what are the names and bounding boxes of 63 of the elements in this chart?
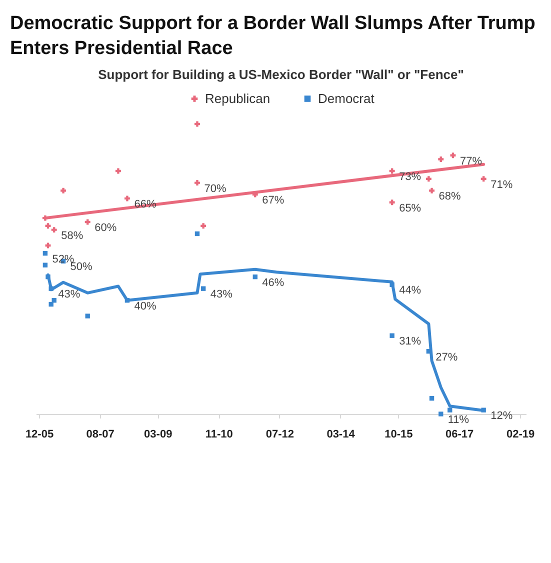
point <box>194 180 200 186</box>
point <box>390 282 394 288</box>
data-label: 50% <box>70 262 93 274</box>
point <box>194 232 200 236</box>
point <box>480 176 486 182</box>
point <box>429 396 434 402</box>
point <box>481 408 486 413</box>
point <box>42 216 48 222</box>
data-label: 44% <box>399 285 422 298</box>
data-label: 58% <box>61 230 84 242</box>
point <box>429 188 435 194</box>
point <box>390 334 394 338</box>
data-label: 43% <box>58 288 80 301</box>
point <box>252 274 258 280</box>
data-label: 43% <box>210 288 233 301</box>
data-label: 31% <box>399 336 422 348</box>
point <box>124 196 130 202</box>
point <box>52 298 56 304</box>
point <box>450 152 456 158</box>
point <box>42 263 48 268</box>
data-label: 65% <box>399 202 422 215</box>
data-label: 40% <box>134 300 156 313</box>
point <box>194 122 200 128</box>
chart-title: Democratic Support for a Border Wall Slumps After Trump Enters Presidential Race <box>9 12 536 61</box>
point <box>200 286 206 292</box>
data-label: 68% <box>438 190 462 203</box>
legend-label: Republican <box>205 91 270 106</box>
x-tick-label: 12-05 <box>25 428 54 441</box>
data-label: 11% <box>448 414 470 426</box>
point <box>60 188 66 194</box>
data-label: 12% <box>490 410 513 422</box>
data-label: 70% <box>204 183 226 196</box>
point <box>200 224 206 230</box>
chart-subtitle: Support for Building a US-Mexico Border "Wall" or "Fence" <box>98 67 464 82</box>
x-tick-label: 03-14 <box>326 428 356 441</box>
data-label: 67% <box>262 194 284 207</box>
point <box>426 176 432 182</box>
point <box>42 251 48 256</box>
x-tick-label: 08-07 <box>86 428 114 441</box>
point <box>389 200 395 206</box>
x-tick-label: 03-09 <box>144 428 172 441</box>
point <box>85 314 90 319</box>
point <box>389 168 395 174</box>
x-tick-label: 06-17 <box>446 428 474 441</box>
data-label: 46% <box>262 277 284 290</box>
point <box>438 156 444 162</box>
data-label: 73% <box>399 171 422 184</box>
point <box>51 227 57 233</box>
point <box>448 408 452 413</box>
point <box>124 298 130 304</box>
x-tick-label: 02-19 <box>506 428 535 441</box>
point <box>48 286 54 292</box>
x-tick-label: 11-10 <box>205 428 233 441</box>
point <box>46 274 50 280</box>
data-label: 27% <box>436 352 458 364</box>
x-tick-label: 07-12 <box>266 428 294 441</box>
point <box>115 168 121 174</box>
x-tick-label: 10-15 <box>384 428 413 441</box>
point <box>438 412 444 417</box>
legend-label: Democrat <box>318 91 375 106</box>
data-label: 71% <box>490 179 513 192</box>
point <box>84 220 90 226</box>
data-label: 60% <box>94 222 117 234</box>
